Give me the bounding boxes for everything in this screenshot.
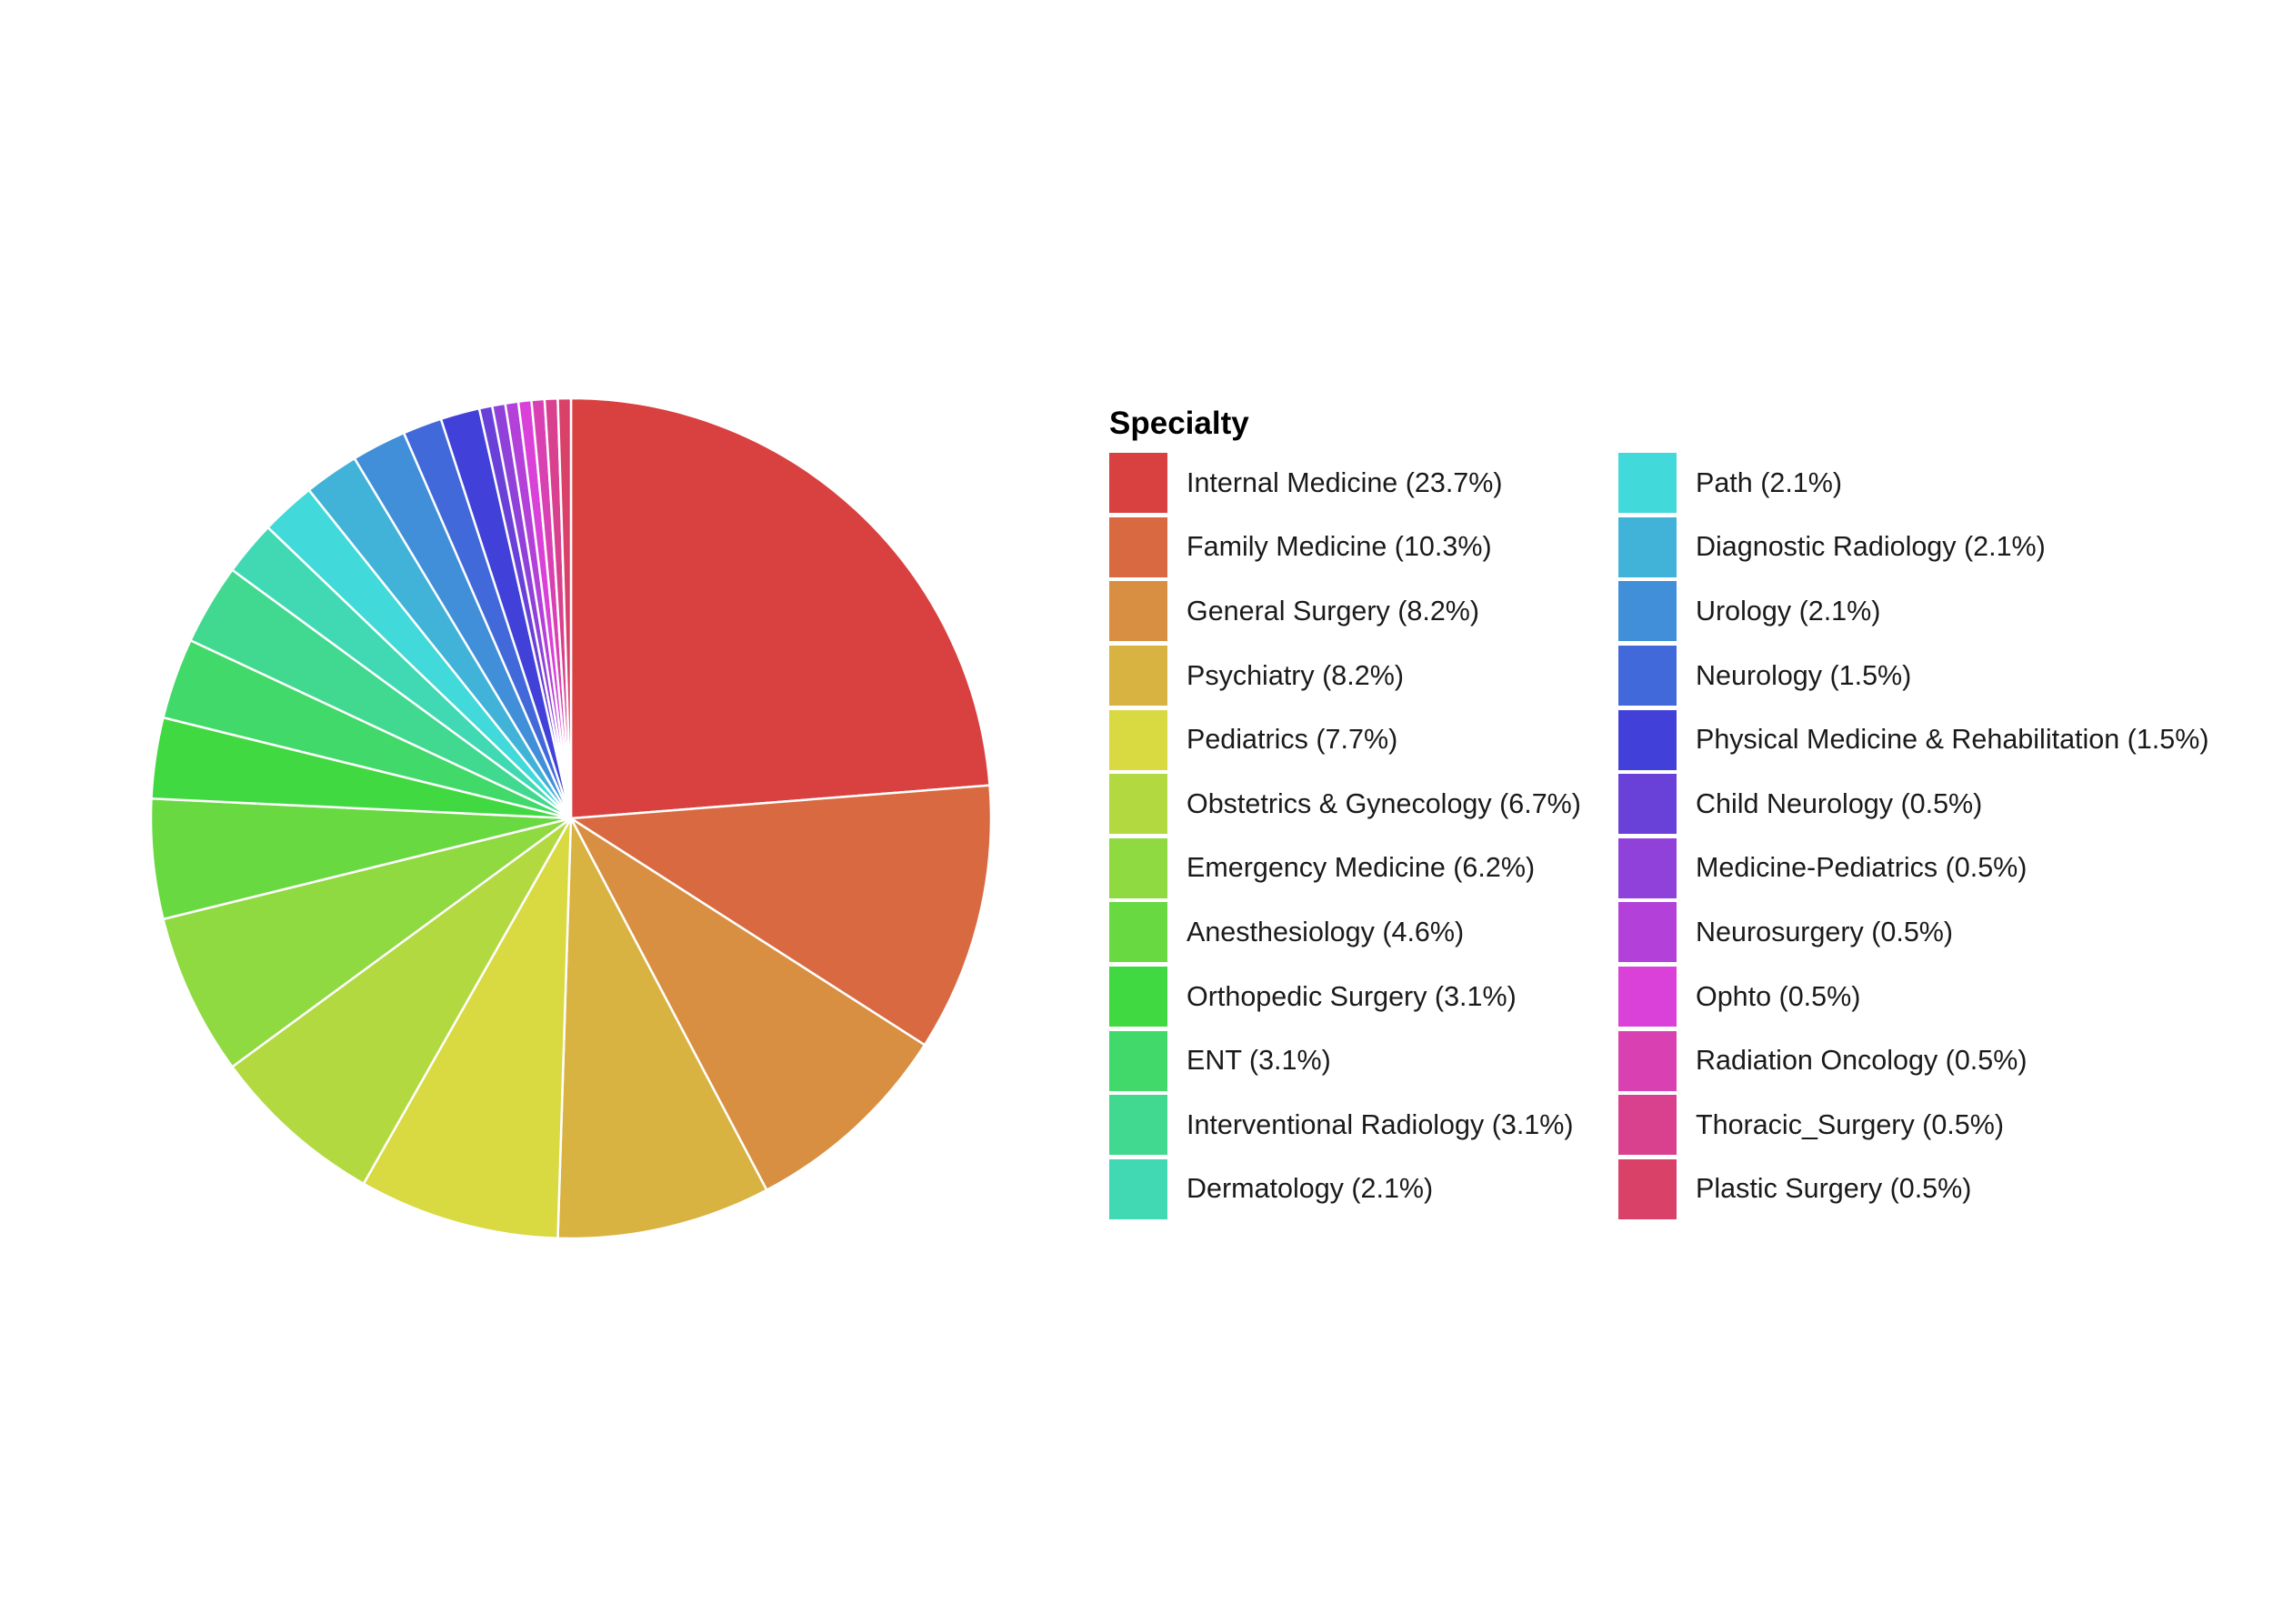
legend-item: Obstetrics & Gynecology (6.7%) xyxy=(1109,772,1618,837)
legend-item: Psychiatry (8.2%) xyxy=(1109,644,1618,708)
legend-item: Pediatrics (7.7%) xyxy=(1109,707,1618,772)
legend-label: Diagnostic Radiology (2.1%) xyxy=(1696,531,2046,563)
legend-label: Neurology (1.5%) xyxy=(1696,659,1912,691)
legend-item: Neurosurgery (0.5%) xyxy=(1618,900,2128,965)
legend-item: Emergency Medicine (6.2%) xyxy=(1109,837,1618,901)
legend-label: Ophto (0.5%) xyxy=(1696,980,1861,1012)
legend-label: Obstetrics & Gynecology (6.7%) xyxy=(1187,787,1581,819)
legend-swatch xyxy=(1618,1095,1677,1156)
legend-swatch xyxy=(1109,581,1167,642)
legend-label: Family Medicine (10.3%) xyxy=(1187,531,1492,563)
legend-item: Family Medicine (10.3%) xyxy=(1109,516,1618,580)
legend-swatch xyxy=(1618,837,1677,898)
pie-slice xyxy=(230,817,573,1186)
pie-slice xyxy=(362,817,573,1240)
legend-swatch xyxy=(1109,646,1167,707)
legend-item: Orthopedic Surgery (3.1%) xyxy=(1109,965,1618,1029)
legend-label: Child Neurology (0.5%) xyxy=(1696,787,1983,819)
legend-item: Urology (2.1%) xyxy=(1618,579,2128,644)
legend-item: Path (2.1%) xyxy=(1618,451,2128,516)
legend-label: Pediatrics (7.7%) xyxy=(1187,724,1398,756)
legend-swatch xyxy=(1618,516,1677,577)
legend-item: General Surgery (8.2%) xyxy=(1109,579,1618,644)
legend-swatch xyxy=(1618,902,1677,963)
legend-item: Plastic Surgery (0.5%) xyxy=(1618,1158,2128,1222)
legend-item: ENT (3.1%) xyxy=(1109,1028,1618,1093)
legend-label: Radiation Oncology (0.5%) xyxy=(1696,1045,2028,1077)
legend-item: Diagnostic Radiology (2.1%) xyxy=(1618,516,2128,580)
legend-swatch xyxy=(1109,709,1167,770)
legend-label: Path (2.1%) xyxy=(1696,466,1843,498)
legend-swatch xyxy=(1618,709,1677,770)
legend-label: Thoracic_Surgery (0.5%) xyxy=(1696,1108,2005,1140)
pie-slice xyxy=(569,396,991,820)
pie-slice xyxy=(567,815,926,1192)
legend-label: Orthopedic Surgery (3.1%) xyxy=(1187,980,1517,1012)
legend-label: Psychiatry (8.2%) xyxy=(1187,659,1404,691)
legend-swatch xyxy=(1618,581,1677,642)
legend-columns: Internal Medicine (23.7%) Family Medicine… xyxy=(1109,451,2209,1222)
legend-label: Physical Medicine & Rehabilitation (1.5%… xyxy=(1696,724,2209,756)
legend-swatch xyxy=(1618,1158,1677,1219)
legend-item: Anesthesiology (4.6%) xyxy=(1109,900,1618,965)
legend-swatch xyxy=(1109,1158,1167,1219)
legend-label: Neurosurgery (0.5%) xyxy=(1696,916,1954,947)
legend-swatch xyxy=(1618,453,1677,514)
legend-item: Thoracic_Surgery (0.5%) xyxy=(1618,1093,2128,1158)
legend-item: Ophto (0.5%) xyxy=(1618,965,2128,1029)
legend-item: Radiation Oncology (0.5%) xyxy=(1618,1028,2128,1093)
legend-column-right: Path (2.1%) Diagnostic Radiology (2.1%) Ur… xyxy=(1618,451,2209,1222)
legend-label: Plastic Surgery (0.5%) xyxy=(1696,1173,1972,1205)
legend-swatch xyxy=(1618,646,1677,707)
pie-chart xyxy=(149,396,993,1240)
legend-item: Dermatology (2.1%) xyxy=(1109,1158,1618,1222)
legend-item: Medicine-Pediatrics (0.5%) xyxy=(1618,837,2128,901)
pie-slice xyxy=(161,817,572,1068)
legend-item: Interventional Radiology (3.1%) xyxy=(1109,1093,1618,1158)
legend-swatch xyxy=(1109,902,1167,963)
legend-swatch xyxy=(1109,516,1167,577)
legend-item: Neurology (1.5%) xyxy=(1618,644,2128,708)
legend-label: Interventional Radiology (3.1%) xyxy=(1187,1108,1574,1140)
legend-label: Urology (2.1%) xyxy=(1696,595,1881,627)
legend-swatch xyxy=(1618,774,1677,835)
pie-slice xyxy=(556,396,573,819)
legend-label: Anesthesiology (4.6%) xyxy=(1187,916,1465,947)
legend-label: Dermatology (2.1%) xyxy=(1187,1173,1434,1205)
legend-swatch xyxy=(1109,1030,1167,1091)
legend-label: Internal Medicine (23.7%) xyxy=(1187,466,1503,498)
legend-swatch xyxy=(1109,774,1167,835)
legend-column-left: Internal Medicine (23.7%) Family Medicine… xyxy=(1109,451,1618,1221)
legend-swatch xyxy=(1618,967,1677,1028)
pie-slice xyxy=(556,814,768,1240)
legend-item: Child Neurology (0.5%) xyxy=(1618,772,2128,837)
legend-label: Medicine-Pediatrics (0.5%) xyxy=(1696,852,2028,884)
legend: Specialty Internal Medicine (23.7%) Famil… xyxy=(1109,406,2209,1222)
legend-swatch xyxy=(1109,837,1167,898)
legend-swatch xyxy=(1109,1095,1167,1156)
legend-swatch xyxy=(1618,1030,1677,1091)
legend-swatch xyxy=(1109,453,1167,514)
legend-item: Internal Medicine (23.7%) xyxy=(1109,451,1618,516)
pie-slice xyxy=(567,784,993,1047)
legend-label: Emergency Medicine (6.2%) xyxy=(1187,852,1536,884)
legend-label: ENT (3.1%) xyxy=(1187,1045,1331,1077)
legend-item: Physical Medicine & Rehabilitation (1.5%… xyxy=(1618,707,2209,772)
legend-swatch xyxy=(1109,967,1167,1028)
legend-title: Specialty xyxy=(1109,406,1249,441)
legend-label: General Surgery (8.2%) xyxy=(1187,595,1480,627)
